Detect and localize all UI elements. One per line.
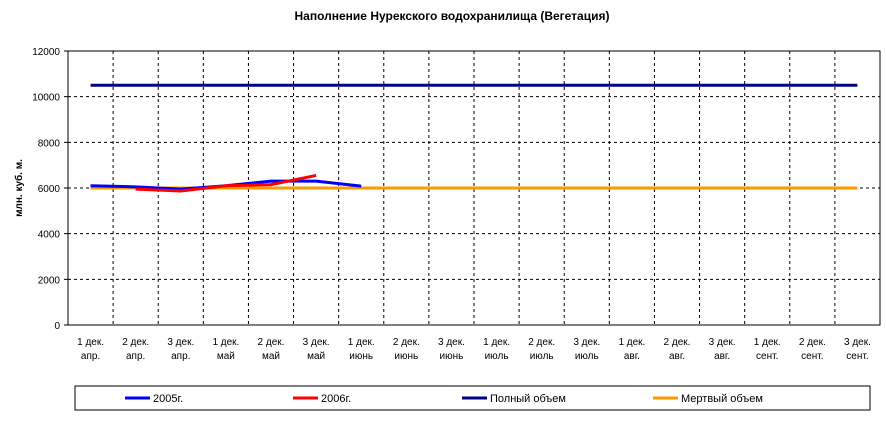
x-tick-label: 2 дек. bbox=[664, 337, 691, 348]
x-tick-label: 2 дек. bbox=[258, 337, 285, 348]
y-tick-label: 2000 bbox=[38, 275, 61, 286]
x-tick-label: сент. bbox=[846, 351, 868, 362]
x-tick-label: июнь bbox=[440, 351, 464, 362]
x-tick-label: авг. bbox=[714, 351, 730, 362]
legend-label: 2006г. bbox=[321, 393, 351, 405]
x-tick-label: 3 дек. bbox=[167, 337, 194, 348]
x-tick-label: 2 дек. bbox=[799, 337, 826, 348]
chart-title: Наполнение Нурекского водохранилища (Вег… bbox=[295, 9, 610, 23]
legend-label: Мертвый объем bbox=[681, 393, 763, 405]
x-tick-label: июнь bbox=[349, 351, 373, 362]
y-axis-label: млн. куб. м. bbox=[13, 159, 25, 217]
y-tick-label: 8000 bbox=[38, 138, 61, 149]
y-tick-label: 4000 bbox=[38, 230, 61, 241]
x-tick-label: июль bbox=[575, 351, 599, 362]
x-tick-label: 1 дек. bbox=[754, 337, 781, 348]
x-tick-label: апр. bbox=[81, 351, 100, 362]
x-tick-label: май bbox=[262, 351, 280, 362]
y-tick-label: 10000 bbox=[32, 93, 60, 104]
x-tick-label: июнь bbox=[394, 351, 418, 362]
x-tick-label: 1 дек. bbox=[212, 337, 239, 348]
x-tick-label: авг. bbox=[669, 351, 685, 362]
x-tick-label: сент. bbox=[801, 351, 823, 362]
x-tick-label: 1 дек. bbox=[348, 337, 375, 348]
x-tick-label: май bbox=[307, 351, 325, 362]
series-line bbox=[135, 173, 317, 193]
x-tick-label: 2 дек. bbox=[528, 337, 555, 348]
x-tick-label: сент. bbox=[756, 351, 778, 362]
x-tick-label: 2 дек. bbox=[122, 337, 149, 348]
x-tick-label: 3 дек. bbox=[844, 337, 871, 348]
x-tick-label: 2 дек. bbox=[393, 337, 420, 348]
x-tick-label: 3 дек. bbox=[573, 337, 600, 348]
x-tick-label: май bbox=[217, 351, 235, 362]
x-tick-label: 1 дек. bbox=[483, 337, 510, 348]
legend-label: 2005г. bbox=[153, 393, 183, 405]
x-tick-label: авг. bbox=[624, 351, 640, 362]
x-tick-label: 1 дек. bbox=[618, 337, 645, 348]
x-tick-label: 1 дек. bbox=[77, 337, 104, 348]
x-tick-label: 3 дек. bbox=[303, 337, 330, 348]
y-tick-label: 12000 bbox=[32, 47, 60, 58]
x-tick-label: июль bbox=[530, 351, 554, 362]
x-tick-label: 3 дек. bbox=[438, 337, 465, 348]
x-tick-label: июль bbox=[485, 351, 509, 362]
y-tick-label: 0 bbox=[54, 321, 60, 332]
x-tick-label: апр. bbox=[126, 351, 145, 362]
x-tick-label: 3 дек. bbox=[709, 337, 736, 348]
legend-label: Полный объем bbox=[490, 393, 566, 405]
x-tick-label: апр. bbox=[171, 351, 190, 362]
y-tick-label: 6000 bbox=[38, 184, 61, 195]
